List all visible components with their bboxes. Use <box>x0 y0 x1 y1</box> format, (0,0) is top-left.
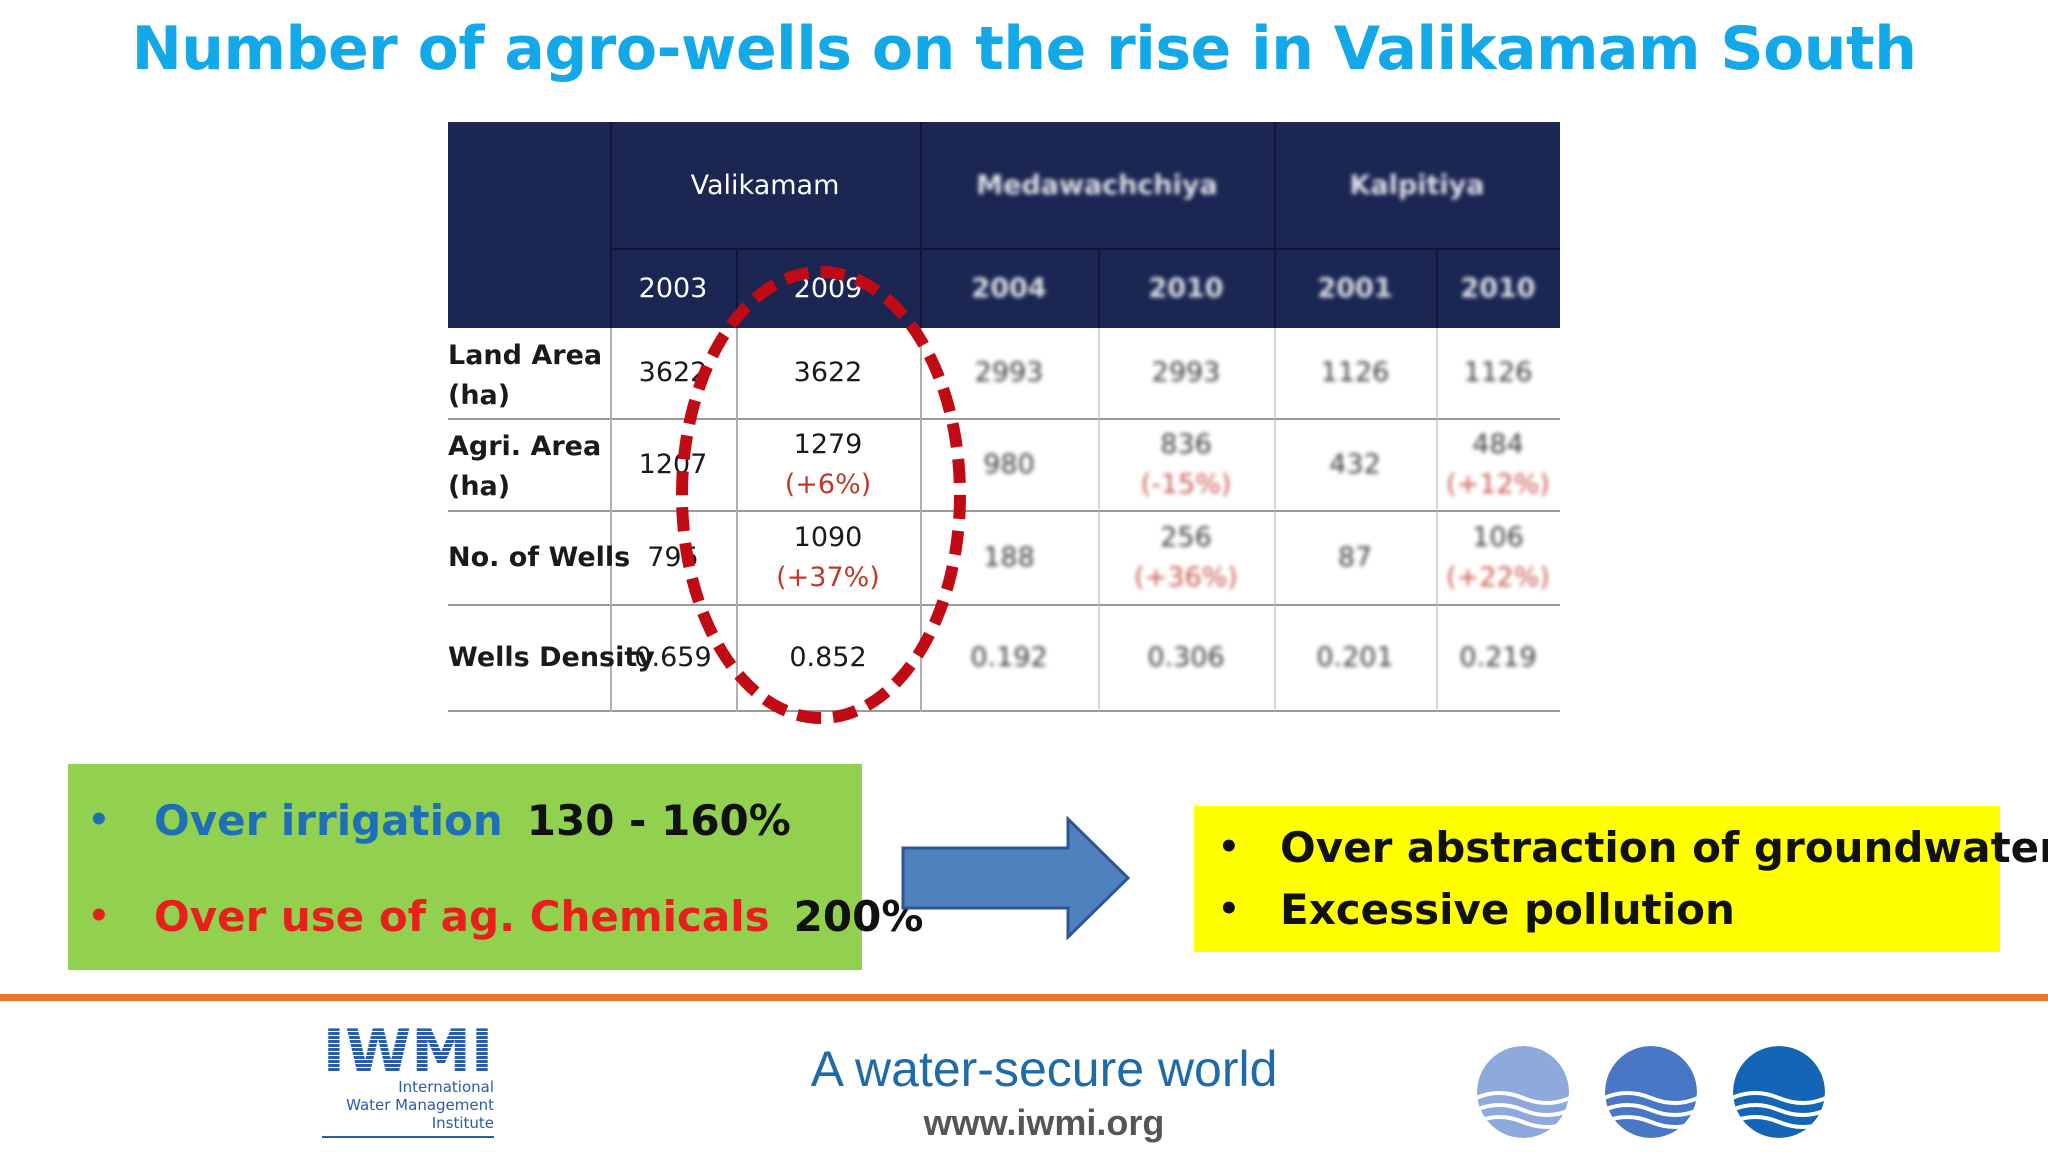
consequence-text: Over abstraction of groundwater <box>1280 822 2048 872</box>
bullet: • <box>88 800 110 840</box>
table-cell: 188 <box>983 542 1035 573</box>
logo-underline <box>322 1136 494 1138</box>
right-arrow-icon <box>901 816 1131 940</box>
comparison-table: Valikamam Medawachchiya Kalpitiya 2003 2… <box>448 122 1560 712</box>
row-label-line: Agri. Area <box>448 431 602 462</box>
row-label-line: (ha) <box>448 380 511 411</box>
column-divider <box>1274 328 1276 712</box>
row-label-line: Land Area <box>448 340 603 371</box>
consequence-item: • Excessive pollution <box>1194 878 1735 940</box>
bullet: • <box>88 896 110 936</box>
header-divider <box>1436 248 1438 328</box>
row-label-no-of-wells: No. of Wells <box>448 512 630 604</box>
header-divider <box>610 122 612 328</box>
header-divider <box>736 248 738 328</box>
consequence-item: • Over abstraction of groundwater <box>1194 816 2048 878</box>
year-header: 2010 <box>1460 272 1536 304</box>
bullet: • <box>1218 827 1240 867</box>
logo-letters: IWMI <box>323 1020 494 1076</box>
table-cell: 836 (-15%) <box>1140 429 1232 500</box>
table-cell: 256 (+36%) <box>1134 522 1238 593</box>
table-cell: 87 <box>1337 542 1373 573</box>
consequence-box: • Over abstraction of groundwater • Exce… <box>1194 806 2048 952</box>
iwmi-logo-mark: IWMI <box>323 1020 494 1076</box>
row-label-wells-density: Wells Density <box>448 606 655 710</box>
table-cell: 0.219 <box>1459 642 1537 673</box>
table-cell: 0.659 <box>634 642 712 673</box>
impact-line-chemicals: • Over use of ag. Chemicals 200% <box>68 876 923 956</box>
header-divider <box>1098 248 1100 328</box>
column-divider <box>1098 328 1100 712</box>
table-cell: 0.306 <box>1147 642 1225 673</box>
table-header <box>448 122 1560 328</box>
impact-box: • Over irrigation 130 - 160% • Over use … <box>68 764 923 970</box>
bullet: • <box>1218 889 1240 929</box>
table-cell: 0.201 <box>1316 642 1394 673</box>
column-divider <box>610 328 612 712</box>
table-cell: 0.192 <box>970 642 1048 673</box>
slide-title: Number of agro-wells on the rise in Vali… <box>131 14 1917 84</box>
table-cell: 432 <box>1329 449 1381 480</box>
table-cell: 1126 <box>1320 357 1390 388</box>
header-divider <box>1274 122 1276 328</box>
year-header: 2010 <box>1148 272 1224 304</box>
column-divider <box>1436 328 1438 712</box>
water-drops-icon <box>1477 1046 1825 1138</box>
region-header-medawachchiya: Medawachchiya <box>976 169 1218 201</box>
header-divider <box>920 122 922 328</box>
row-label-agri-area: Agri. Area (ha) <box>448 426 601 508</box>
logo-text: Institute <box>431 1114 494 1132</box>
logo-text: International <box>398 1078 494 1096</box>
row-label-land-area: Land Area (ha) <box>448 336 602 416</box>
row-divider <box>448 710 1560 712</box>
row-divider <box>448 510 1560 512</box>
table-cell: 1126 <box>1463 357 1533 388</box>
row-divider <box>448 604 1560 606</box>
region-header-valikamam: Valikamam <box>690 169 840 201</box>
website-url: www.iwmi.org <box>923 1102 1165 1143</box>
table-cell: 484 (+12%) <box>1446 429 1550 500</box>
tagline: A water-secure world <box>810 1041 1278 1097</box>
table-cell: 2993 <box>974 357 1044 388</box>
impact-value: 130 - 160% <box>526 795 791 845</box>
logo-text: Water Management <box>346 1096 494 1114</box>
table-cell: 2993 <box>1151 357 1221 388</box>
region-header-kalpitiya: Kalpitiya <box>1349 169 1485 201</box>
year-header: 2001 <box>1317 272 1393 304</box>
impact-label: Over use of ag. Chemicals <box>154 891 770 941</box>
table-cell: 106 (+22%) <box>1446 522 1550 593</box>
impact-label: Over irrigation <box>154 795 503 845</box>
highlight-oval <box>676 266 966 724</box>
row-label-line: No. of Wells <box>448 542 631 573</box>
year-header: 2003 <box>638 272 708 304</box>
table-cell: 980 <box>983 449 1035 480</box>
iwmi-logo: IWMI International Water Management Inst… <box>322 1020 494 1140</box>
footer-divider <box>0 994 2048 1001</box>
consequence-text: Excessive pollution <box>1280 884 1735 934</box>
year-header: 2004 <box>971 272 1047 304</box>
header-divider <box>610 248 1560 250</box>
row-label-line: Wells Density <box>448 642 655 673</box>
impact-line-irrigation: • Over irrigation 130 - 160% <box>68 780 791 860</box>
row-label-line: (ha) <box>448 471 511 502</box>
row-divider <box>448 418 1560 420</box>
